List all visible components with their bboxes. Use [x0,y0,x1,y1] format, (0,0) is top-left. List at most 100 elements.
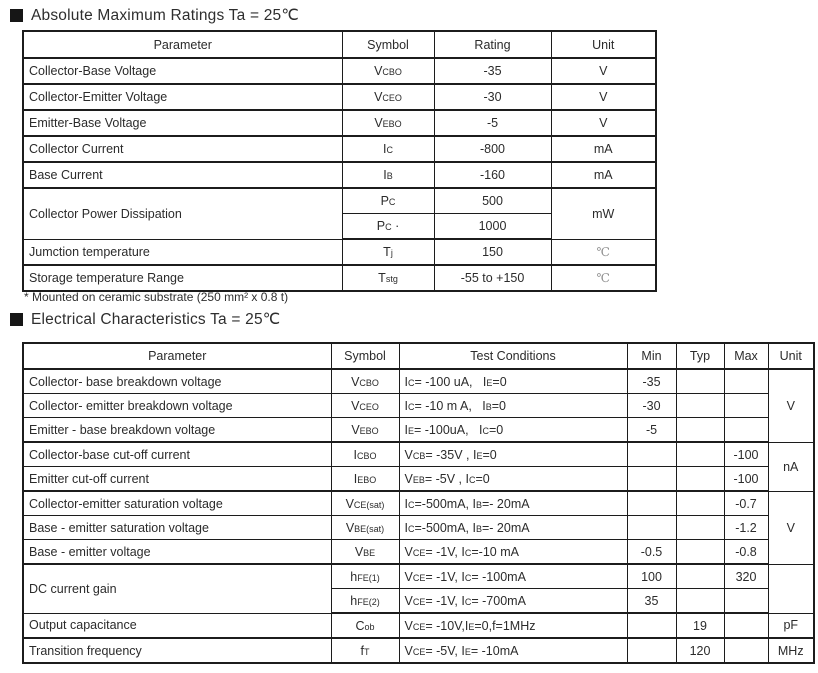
param-cell: Collector- base breakdown voltage [22,368,332,394]
max-cell: 320 [723,563,769,589]
col-header-parameter: Parameter [22,342,332,370]
col-header-parameter: Parameter [22,30,343,59]
table-row: Base Current IB -160 mA [22,161,657,189]
symbol-cell: hFE(2) [330,588,400,614]
min-cell [626,466,677,492]
symbol-cell: VEBO [330,417,400,443]
symbol-cell: VBE [330,539,400,565]
col-header-unit: Unit [550,30,657,59]
absolute-maximum-ratings-table: Parameter Symbol Rating Unit Collector-B… [22,30,657,292]
table-row: Collector-base cut-off current ICBO VCB=… [22,441,815,492]
symbol-cell: Tstg [341,264,435,292]
rating-cell: 1000 [433,213,552,240]
min-cell: -0.5 [626,539,677,565]
testcond-cell: VCE= -10V,IE=0,f=1MHz [398,612,628,639]
symbol-cell: IEBO [330,466,400,492]
param-cell: Emitter-Base Voltage [22,109,343,137]
testcond-cell: VCE= -1V, IC= -700mA [398,588,628,614]
col-header-typ: Typ [675,342,725,370]
param-cell: Emitter - base breakdown voltage [22,417,332,443]
unit-cell: mW [550,187,657,240]
unit-cell: pF [767,612,815,639]
max-cell: -0.8 [723,539,769,565]
max-cell [723,393,769,418]
table-row: Collector- emitter breakdown voltage VCE… [22,393,814,418]
symbol-cell: VCBO [330,368,400,394]
rating-cell: -35 [433,57,552,85]
unit-cell: V [550,83,657,111]
table-row: Emitter cut-off current IEBO VEB= -5V , … [22,466,814,492]
col-header-symbol: Symbol [341,30,435,59]
unit-cell: V [550,109,657,137]
typ-cell: 19 [675,612,725,639]
testcond-cell: IC=-500mA, IB=- 20mA [398,515,628,540]
table-row: Storage temperature Range Tstg -55 to +1… [22,264,657,292]
symbol-cell: PC [341,187,435,214]
min-cell [626,515,677,540]
param-cell: Collector-Emitter Voltage [22,83,343,111]
typ-cell [675,466,725,492]
max-cell [723,588,769,614]
symbol-cell: fT [330,637,400,664]
table-header-row: Parameter Symbol Rating Unit [22,30,657,59]
param-cell: Collector Power Dissipation [22,187,343,240]
symbol-cell: ICBO [330,441,400,467]
param-cell: DC current gain [22,563,332,614]
max-cell: -100 [723,466,769,492]
table-row: Emitter-Base Voltage VEBO -5 V [22,109,657,137]
table-row: Output capacitance Cob VCE= -10V,IE=0,f=… [22,612,815,639]
table-row: Transition frequency fT VCE= -5V, IE= -1… [22,637,815,664]
table-row: Emitter - base breakdown voltage VEBO IE… [22,417,814,443]
table-row: Collector-Emitter Voltage VCEO -30 V [22,83,657,111]
rating-cell: 150 [433,238,552,266]
max-cell: -100 [723,441,769,467]
testcond-cell: VCE= -1V, IC= -100mA [398,563,628,589]
table-row: PC · 1000 [23,213,656,240]
min-cell: -35 [626,368,677,394]
typ-cell [675,539,725,565]
table-row: Collector-Base Voltage VCBO -35 V [22,57,657,85]
symbol-cell: Tj [341,238,435,266]
unit-cell [767,563,815,614]
col-header-symbol: Symbol [330,342,400,370]
rating-cell: -800 [433,135,552,163]
symbol-cell: VCEO [341,83,435,111]
symbol-cell: hFE(1) [330,563,400,589]
symbol-cell: IC [341,135,435,163]
symbol-cell: PC · [341,213,435,240]
min-cell [626,490,677,516]
min-cell: 100 [626,563,677,589]
symbol-cell: VCE(sat) [330,490,400,516]
unit-cell: V [767,368,815,443]
testcond-cell: VCE= -1V, IC=-10 mA [398,539,628,565]
min-cell: -5 [626,417,677,443]
table-row: Base - emitter voltage VBE VCE= -1V, IC=… [22,539,814,565]
table-row: Base - emitter saturation voltage VBE(sa… [22,515,814,540]
section-title-text: Electrical Characteristics Ta = 25℃ [31,311,281,328]
section-title-electrical-characteristics: Electrical Characteristics Ta = 25℃ [10,310,280,329]
min-cell [626,612,677,639]
max-cell: -0.7 [723,490,769,516]
col-header-test-conditions: Test Conditions [398,342,628,370]
col-header-min: Min [626,342,677,370]
unit-cell: V [550,57,657,85]
testcond-cell: VCB= -35V , IE=0 [398,441,628,467]
table-row: Collector-emitter saturation voltage VCE… [22,490,815,565]
testcond-cell: IC=-500mA, IB=- 20mA [398,490,628,516]
min-cell: -30 [626,393,677,418]
param-cell: Collector-base cut-off current [22,441,332,467]
typ-cell [675,368,725,394]
electrical-characteristics-table: Parameter Symbol Test Conditions Min Typ… [22,342,815,664]
param-cell: Emitter cut-off current [22,466,332,492]
param-cell: Collector- emitter breakdown voltage [22,393,332,418]
table-row: hFE(2) VCE= -1V, IC= -700mA 35 [23,588,814,614]
unit-cell: ℃ [550,264,657,292]
typ-cell: 120 [675,637,725,664]
symbol-cell: VBE(sat) [330,515,400,540]
param-cell: Collector-emitter saturation voltage [22,490,332,516]
symbol-cell: Cob [330,612,400,639]
symbol-cell: VCBO [341,57,435,85]
rating-cell: -30 [433,83,552,111]
param-cell: Base - emitter voltage [22,539,332,565]
unit-cell: nA [767,441,815,492]
